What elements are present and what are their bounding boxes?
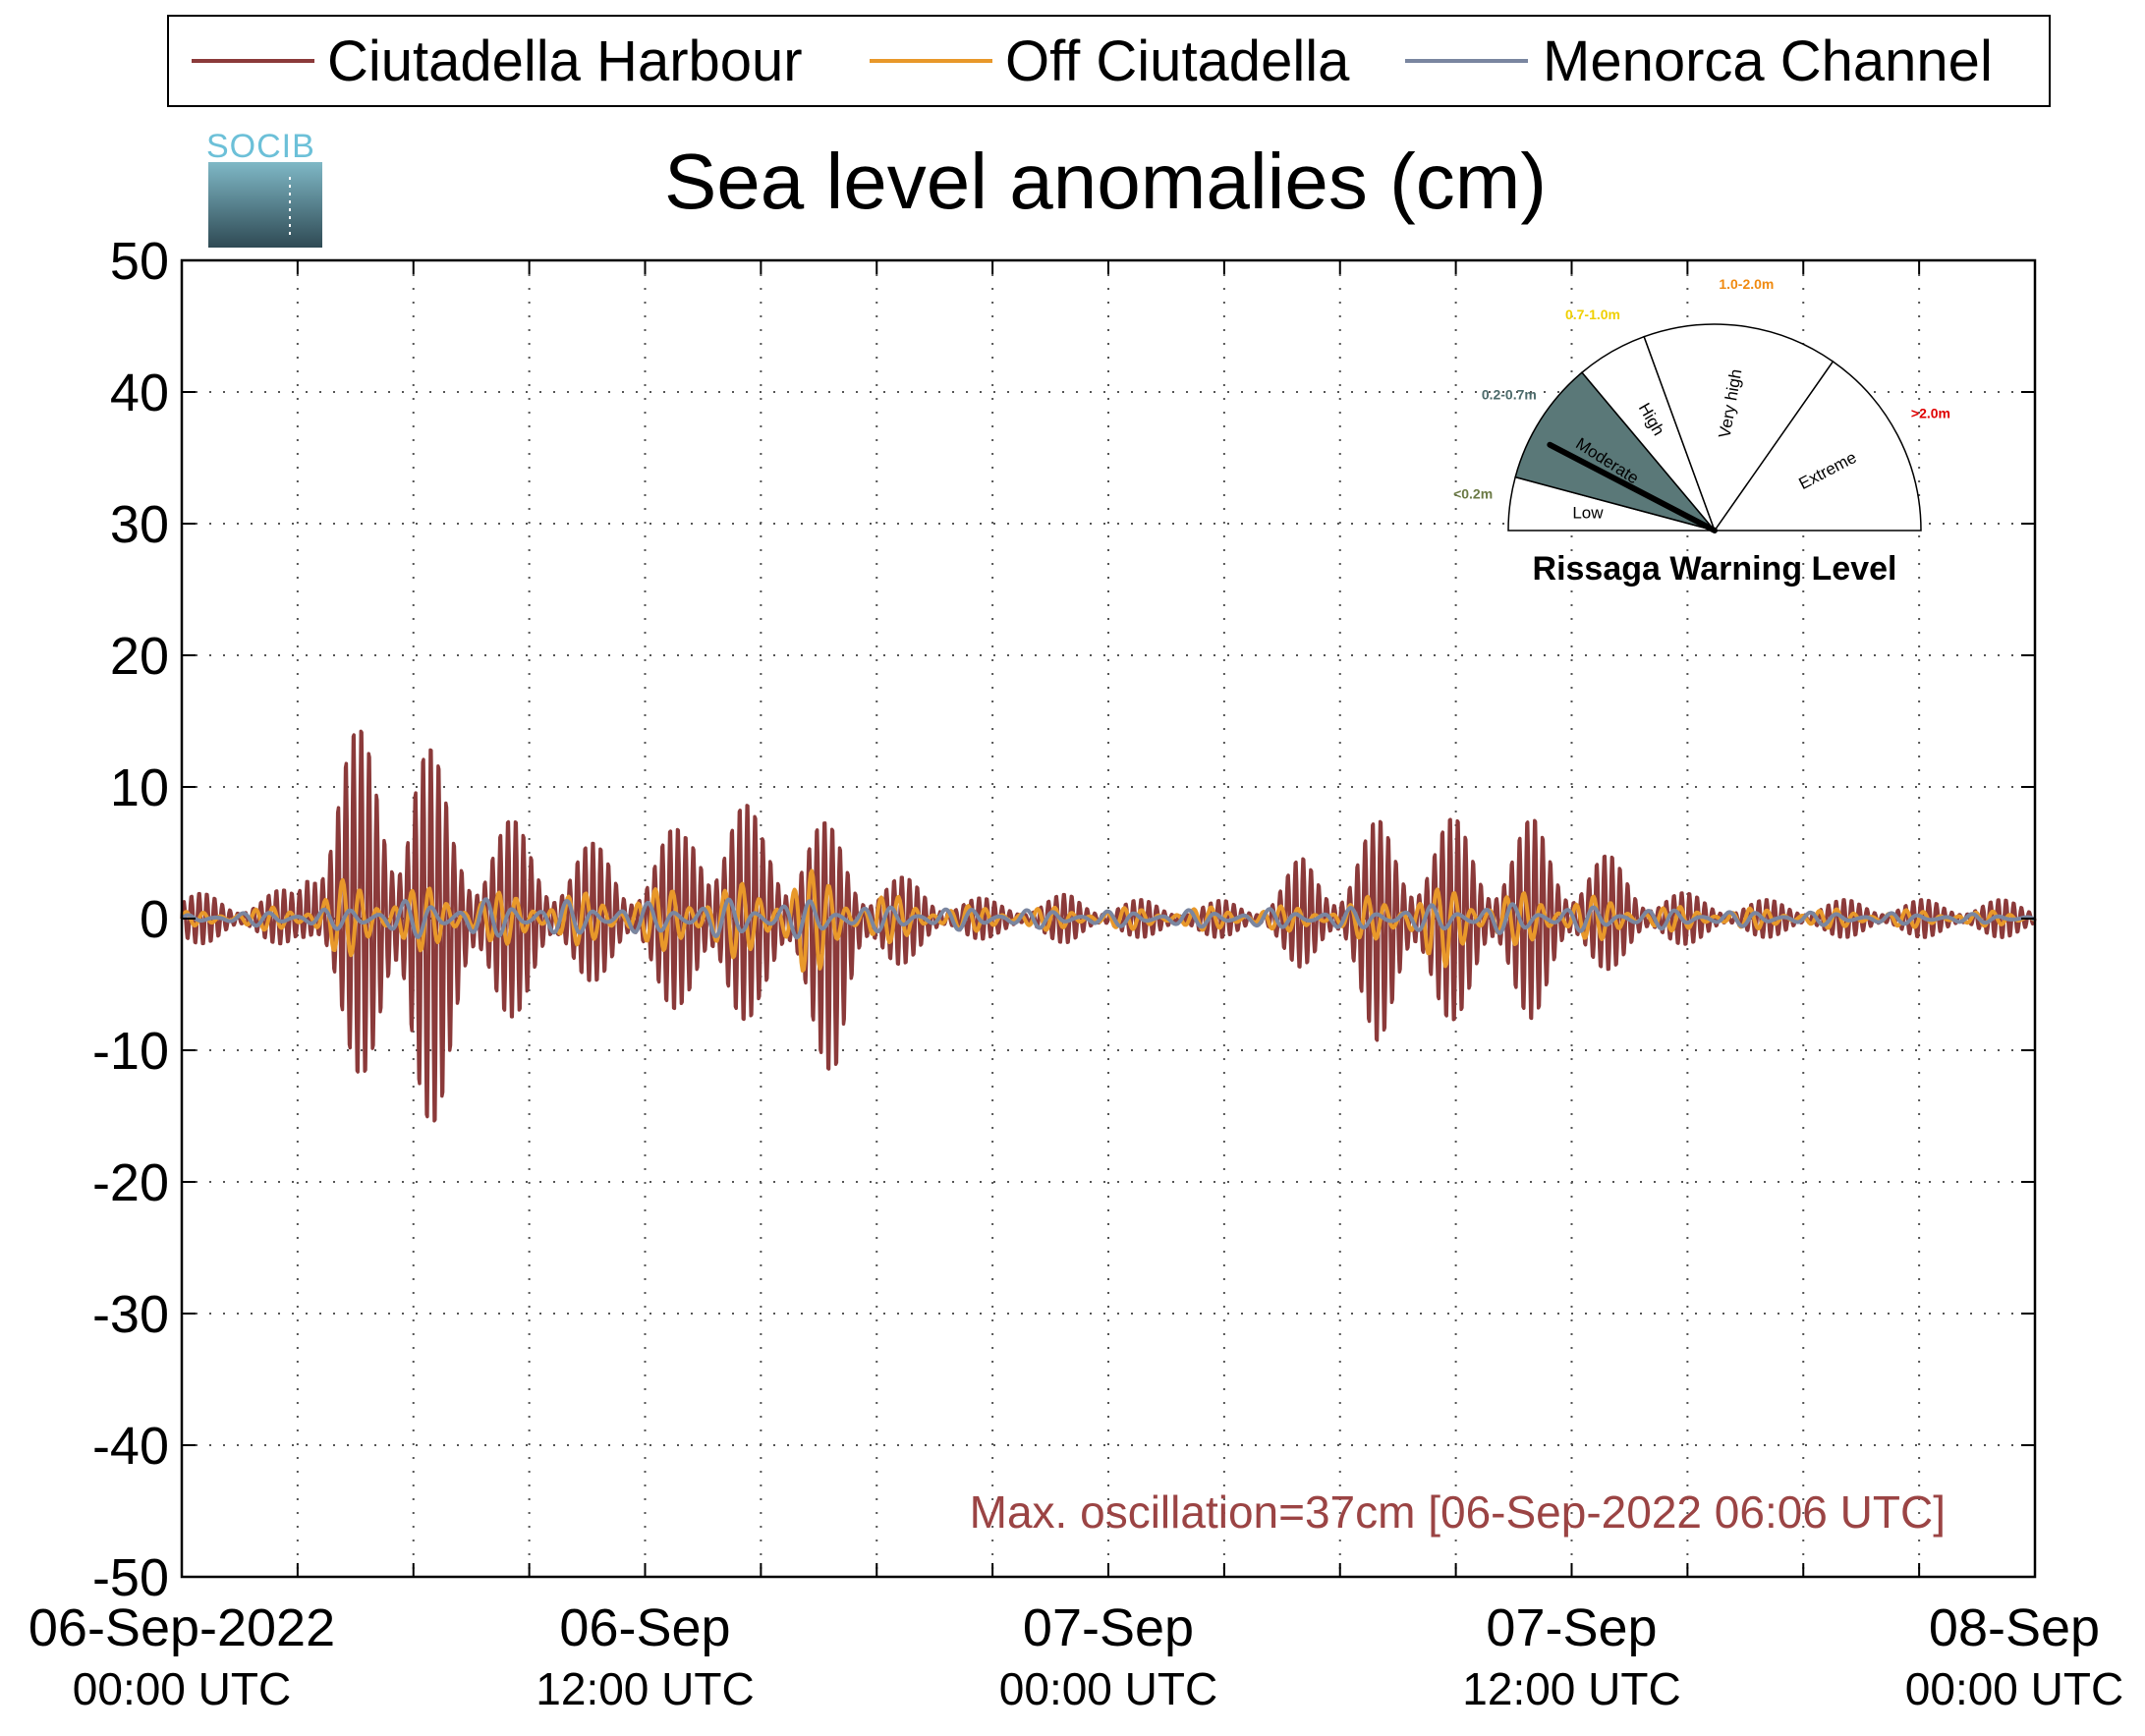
legend-label-ciutadella-harbour: Ciutadella Harbour	[327, 29, 803, 93]
tick-layer	[182, 259, 2035, 1578]
x-tick-label-time: 00:00 UTC	[999, 1663, 1217, 1714]
logo-text: SOCIB	[206, 128, 315, 165]
gauge-range-high: 0.7-1.0m	[1565, 307, 1620, 322]
legend-box	[167, 15, 2051, 107]
rissaga-warning-gauge: Low<0.2mModerate0.2-0.7mHigh0.7-1.0mVery…	[1453, 276, 1950, 588]
legend-label-menorca-channel: Menorca Channel	[1543, 29, 1993, 93]
x-tick-label-time: 00:00 UTC	[1905, 1663, 2123, 1714]
logo-wave-block	[208, 162, 322, 248]
y-tick-label: -10	[92, 1022, 169, 1081]
gauge-title: Rissaga Warning Level	[1533, 550, 1897, 588]
series-line-menorca-channel	[180, 897, 2036, 940]
y-tick-label: -20	[92, 1153, 169, 1212]
gauge-sector-extreme	[1713, 360, 1922, 532]
gauge-range-very-high: 1.0-2.0m	[1719, 276, 1774, 292]
plot-area: 50 40 30 20 10 0 -10 -20 -30 -40 -50 06-Sep-2022 00…	[28, 232, 2123, 1714]
y-tick-label: 20	[110, 627, 169, 686]
y-tick-label: 0	[140, 890, 169, 949]
gauge-sector-moderate	[1514, 371, 1718, 532]
gauge-sectors: Low<0.2mModerate0.2-0.7mHigh0.7-1.0mVery…	[1453, 276, 1950, 533]
gauge-sector-very-high	[1643, 323, 1835, 532]
gauge-range-low: <0.2m	[1453, 486, 1493, 502]
x-tick-label-time: 12:00 UTC	[536, 1663, 754, 1714]
x-axis-tick-labels: 06-Sep-2022 00:00 UTC 06-Sep 12:00 UTC 07-Se…	[28, 1598, 2123, 1714]
x-tick-label-date: 07-Sep	[1486, 1598, 1657, 1657]
x-tick-label-date: 06-Sep	[559, 1598, 730, 1657]
y-tick-label: 40	[110, 364, 169, 422]
y-tick-label: -40	[92, 1417, 169, 1476]
y-tick-label: 10	[110, 758, 169, 817]
socib-logo: SOCIB	[206, 128, 322, 248]
y-tick-label: 30	[110, 495, 169, 554]
y-tick-label: 50	[110, 232, 169, 291]
chart-title: Sea level anomalies (cm)	[664, 138, 1547, 225]
x-tick-label-date: 06-Sep-2022	[28, 1598, 335, 1657]
y-tick-label: -30	[92, 1285, 169, 1344]
max-oscillation-annotation: Max. oscillation=37cm [06-Sep-2022 06:06…	[970, 1486, 1946, 1538]
gauge-range-extreme: >2.0m	[1911, 405, 1950, 420]
legend: Ciutadella Harbour Off Ciutadella Menorc…	[167, 15, 2051, 107]
x-tick-label-time: 12:00 UTC	[1462, 1663, 1680, 1714]
x-tick-label-time: 00:00 UTC	[73, 1663, 291, 1714]
y-axis-tick-labels: 50 40 30 20 10 0 -10 -20 -30 -40 -50	[92, 232, 169, 1607]
x-tick-label-date: 08-Sep	[1929, 1598, 2100, 1657]
y-tick-label: -50	[92, 1548, 169, 1607]
series-layer	[180, 729, 2037, 1123]
x-tick-label-date: 07-Sep	[1023, 1598, 1194, 1657]
gauge-range-moderate: 0.2-0.7m	[1482, 387, 1537, 403]
gauge-label-low: Low	[1572, 503, 1604, 522]
gauge-needle	[1547, 441, 1718, 533]
legend-label-off-ciutadella: Off Ciutadella	[1005, 29, 1350, 93]
